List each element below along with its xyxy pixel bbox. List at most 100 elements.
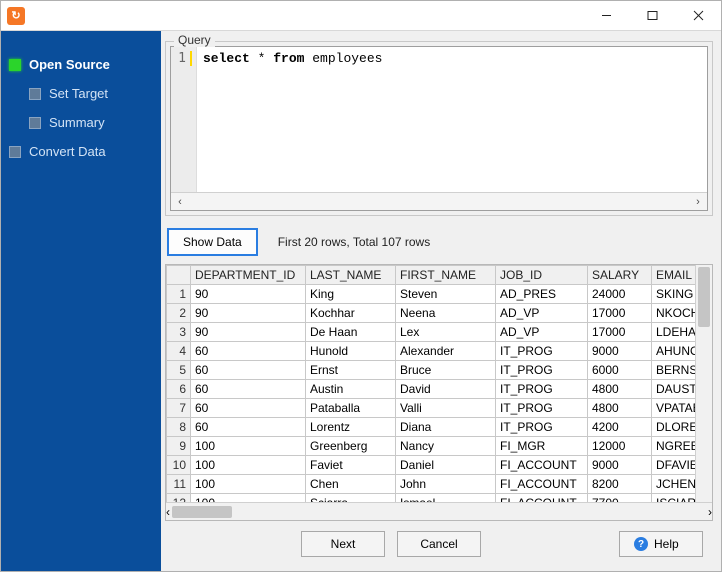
table-cell[interactable]: Alexander (396, 342, 496, 361)
table-row[interactable]: 9100GreenbergNancyFI_MGR12000NGREENE (167, 437, 713, 456)
table-cell[interactable]: 6000 (588, 361, 652, 380)
sql-editor[interactable]: 1 select * from employees ‹ › (170, 46, 708, 211)
step-convert-data[interactable]: Convert Data (9, 144, 153, 159)
table-cell[interactable]: John (396, 475, 496, 494)
table-cell[interactable]: Pataballa (306, 399, 396, 418)
col-header[interactable]: JOB_ID (496, 266, 588, 285)
table-row[interactable]: 460HunoldAlexanderIT_PROG9000AHUNOL (167, 342, 713, 361)
table-cell[interactable]: 90 (191, 304, 306, 323)
table-cell[interactable]: Hunold (306, 342, 396, 361)
table-cell[interactable]: IT_PROG (496, 342, 588, 361)
table-cell[interactable]: Kochhar (306, 304, 396, 323)
grid-hscrollbar[interactable]: ‹ › (166, 502, 712, 520)
table-cell[interactable]: Lex (396, 323, 496, 342)
table-cell[interactable]: 4200 (588, 418, 652, 437)
table-cell[interactable]: 90 (191, 323, 306, 342)
grid-vscrollbar[interactable] (695, 265, 712, 502)
table-cell[interactable]: 4800 (588, 380, 652, 399)
table-cell[interactable]: Nancy (396, 437, 496, 456)
table-row[interactable]: 11100ChenJohnFI_ACCOUNT8200JCHEN (167, 475, 713, 494)
main-panel: Query 1 select * from employees ‹ › Show… (161, 31, 721, 571)
scroll-thumb[interactable] (172, 506, 232, 518)
cancel-button[interactable]: Cancel (397, 531, 481, 557)
step-open-source[interactable]: Open Source (9, 57, 153, 72)
scroll-right-icon[interactable]: › (689, 194, 707, 210)
table-row[interactable]: 10100FavietDanielFI_ACCOUNT9000DFAVIET (167, 456, 713, 475)
table-cell[interactable]: Daniel (396, 456, 496, 475)
table-cell[interactable]: 24000 (588, 285, 652, 304)
table-cell[interactable]: De Haan (306, 323, 396, 342)
table-cell[interactable]: 8200 (588, 475, 652, 494)
row-count-status: First 20 rows, Total 107 rows (278, 235, 431, 249)
sql-code[interactable]: select * from employees (197, 47, 707, 192)
table-cell[interactable]: IT_PROG (496, 380, 588, 399)
table-cell[interactable]: Valli (396, 399, 496, 418)
minimize-button[interactable] (583, 1, 629, 31)
table-cell[interactable]: 9000 (588, 342, 652, 361)
col-header[interactable]: DEPARTMENT_ID (191, 266, 306, 285)
next-button[interactable]: Next (301, 531, 385, 557)
table-cell[interactable]: FI_ACCOUNT (496, 475, 588, 494)
table-cell[interactable]: AD_VP (496, 323, 588, 342)
table-cell[interactable]: 100 (191, 437, 306, 456)
table-cell[interactable]: FI_ACCOUNT (496, 456, 588, 475)
table-row[interactable]: 390De HaanLexAD_VP17000LDEHAAN (167, 323, 713, 342)
table-row[interactable]: 190KingStevenAD_PRES24000SKING (167, 285, 713, 304)
table-cell[interactable]: 17000 (588, 323, 652, 342)
table-cell[interactable]: IT_PROG (496, 418, 588, 437)
table-cell[interactable]: 60 (191, 399, 306, 418)
editor-hscrollbar[interactable]: ‹ › (171, 192, 707, 210)
table-row[interactable]: 290KochharNeenaAD_VP17000NKOCHH (167, 304, 713, 323)
table-cell[interactable]: 60 (191, 361, 306, 380)
table-cell[interactable]: Diana (396, 418, 496, 437)
table-cell[interactable]: Neena (396, 304, 496, 323)
show-data-button[interactable]: Show Data (167, 228, 258, 256)
maximize-button[interactable] (629, 1, 675, 31)
table-cell[interactable]: King (306, 285, 396, 304)
table-cell[interactable]: 17000 (588, 304, 652, 323)
help-button[interactable]: ?Help (619, 531, 703, 557)
close-button[interactable] (675, 1, 721, 31)
col-header[interactable]: FIRST_NAME (396, 266, 496, 285)
step-set-target[interactable]: Set Target (29, 86, 153, 101)
col-header[interactable]: LAST_NAME (306, 266, 396, 285)
table-cell[interactable]: Greenberg (306, 437, 396, 456)
table-row[interactable]: 560ErnstBruceIT_PROG6000BERNST (167, 361, 713, 380)
footer-buttons: Next Cancel ?Help (165, 521, 713, 563)
scroll-thumb[interactable] (698, 267, 710, 327)
table-cell[interactable]: Bruce (396, 361, 496, 380)
table-cell[interactable]: 60 (191, 342, 306, 361)
table-row[interactable]: 860LorentzDianaIT_PROG4200DLORENT (167, 418, 713, 437)
scroll-left-icon[interactable]: ‹ (171, 194, 189, 210)
step-indicator-icon (9, 146, 21, 158)
table-cell[interactable]: IT_PROG (496, 399, 588, 418)
table-cell[interactable]: Austin (306, 380, 396, 399)
table-cell[interactable]: IT_PROG (496, 361, 588, 380)
table-cell[interactable]: David (396, 380, 496, 399)
table-row[interactable]: 660AustinDavidIT_PROG4800DAUSTIN (167, 380, 713, 399)
step-summary[interactable]: Summary (29, 115, 153, 130)
table-cell[interactable]: Steven (396, 285, 496, 304)
table-cell[interactable]: 100 (191, 456, 306, 475)
table-cell[interactable]: FI_MGR (496, 437, 588, 456)
step-label: Summary (49, 115, 105, 130)
scroll-left-icon[interactable]: ‹ (166, 505, 170, 519)
table-cell[interactable]: AD_PRES (496, 285, 588, 304)
table-cell[interactable]: 60 (191, 380, 306, 399)
table-cell[interactable]: 9000 (588, 456, 652, 475)
table-cell[interactable]: 60 (191, 418, 306, 437)
step-label: Open Source (29, 57, 110, 72)
table-row[interactable]: 760PataballaValliIT_PROG4800VPATABAL (167, 399, 713, 418)
table-cell[interactable]: Faviet (306, 456, 396, 475)
step-indicator-icon (29, 88, 41, 100)
col-header[interactable]: SALARY (588, 266, 652, 285)
table-cell[interactable]: 4800 (588, 399, 652, 418)
table-cell[interactable]: Ernst (306, 361, 396, 380)
table-cell[interactable]: 100 (191, 475, 306, 494)
table-cell[interactable]: 90 (191, 285, 306, 304)
table-cell[interactable]: 12000 (588, 437, 652, 456)
scroll-right-icon[interactable]: › (708, 505, 712, 519)
table-cell[interactable]: AD_VP (496, 304, 588, 323)
table-cell[interactable]: Chen (306, 475, 396, 494)
table-cell[interactable]: Lorentz (306, 418, 396, 437)
